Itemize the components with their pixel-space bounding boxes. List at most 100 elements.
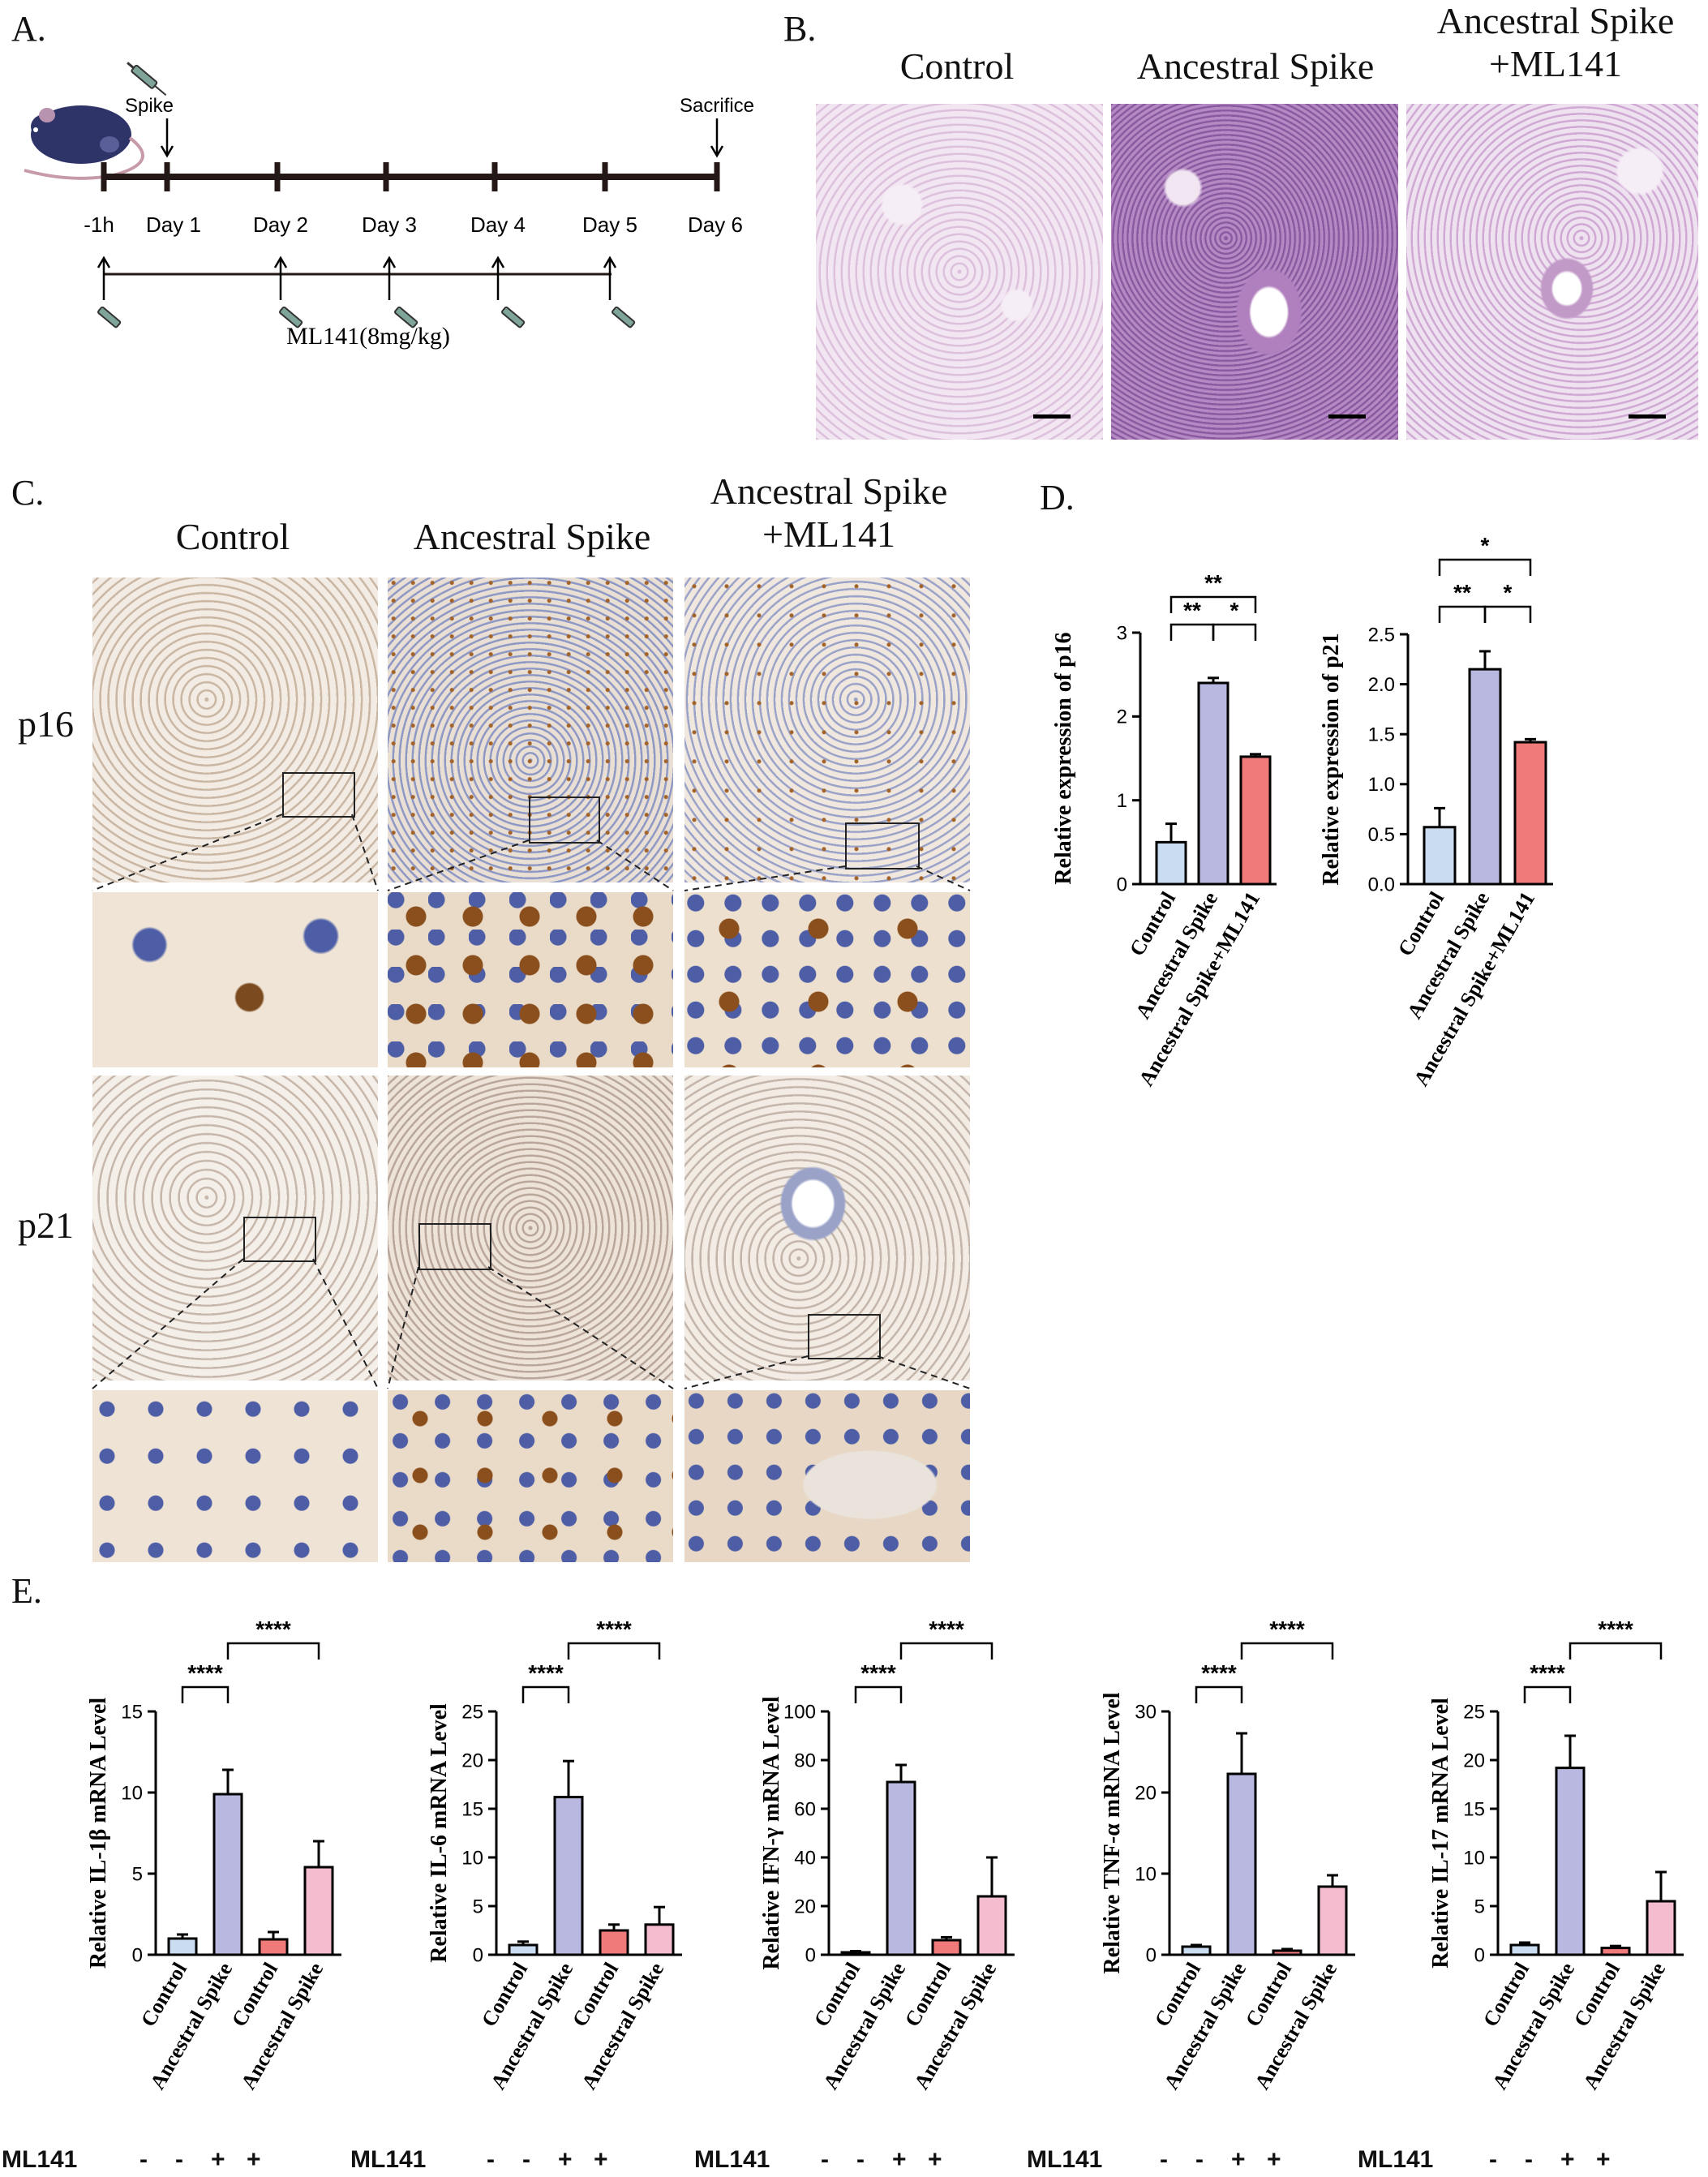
significance-label: ****: [255, 1617, 291, 1642]
significance-bracket: [1169, 623, 1215, 641]
y-tick-label: 2.0: [1368, 674, 1395, 696]
significance-label: **: [1204, 570, 1222, 595]
y-axis-label: Relative IL-1β mRNA Level: [86, 1698, 111, 1969]
y-tick-label: 25: [461, 1701, 483, 1723]
day-label: Day 5: [582, 213, 637, 237]
y-tick-label: 80: [794, 1750, 816, 1771]
y-tick-label: 1.5: [1368, 724, 1395, 746]
scale-bar: [1033, 414, 1071, 419]
sacrifice-label: Sacrifice: [680, 95, 754, 117]
bar: [1226, 1772, 1257, 1956]
ihc-zoom-p21-spike: [388, 1390, 673, 1562]
y-axis-label: Relative TNF-α mRNA Level: [1100, 1692, 1125, 1973]
y-tick-label: 1: [1117, 790, 1127, 812]
significance-bracket: [1240, 1642, 1334, 1660]
significance-bracket: [1195, 1685, 1243, 1703]
syringe-icon: [501, 306, 526, 328]
ml141-sign: -: [487, 2146, 495, 2173]
ml141-row-label: ML141: [1358, 2146, 1434, 2173]
syringe-icon: [279, 306, 303, 328]
bar: [1468, 668, 1502, 886]
ml141-sign: +: [928, 2146, 942, 2173]
panel-label-a: A.: [11, 9, 46, 49]
y-tick-label: 0: [1117, 874, 1127, 895]
day-label: Day 4: [470, 213, 526, 237]
scale-bar: [1328, 414, 1366, 419]
bar: [1555, 1767, 1586, 1956]
bar: [1600, 1947, 1631, 1956]
significance-bracket: [567, 1642, 661, 1660]
bar: [599, 1929, 629, 1956]
bar: [644, 1923, 675, 1956]
syringe-icon: [127, 62, 167, 97]
y-tick-label: 1.0: [1368, 774, 1395, 796]
column-title: Control: [175, 516, 290, 557]
ihc-zoom-p16-spike: [388, 892, 673, 1067]
ml141-sign: +: [1267, 2146, 1281, 2173]
y-tick-label: 0: [1474, 1944, 1485, 1966]
inset-box: [808, 1314, 881, 1359]
inset-box: [418, 1223, 491, 1270]
y-tick-label: 5: [1474, 1896, 1485, 1917]
y-tick-label: 0: [1146, 1944, 1157, 1966]
significance-label: ****: [528, 1660, 564, 1685]
significance-bracket: [1438, 558, 1532, 576]
y-tick-label: 0.5: [1368, 824, 1395, 846]
syringe-icon: [394, 306, 418, 328]
ml141-sign: -: [856, 2146, 865, 2173]
ml141-sign: -: [821, 2146, 829, 2173]
inset-box: [845, 822, 920, 870]
y-axis-label: Relative IL-17 mRNA Level: [1428, 1698, 1453, 1969]
ml141-sign: +: [892, 2146, 907, 2173]
he-image-control: [816, 104, 1103, 440]
column-title: Ancestral Spike +ML141: [1436, 0, 1675, 84]
ihc-zoom-p16-spike-ml141: [684, 892, 970, 1067]
y-tick-label: 25: [1463, 1701, 1485, 1723]
panel-label-d: D.: [1040, 478, 1075, 517]
bar: [303, 1866, 334, 1956]
ml141-sign: -: [175, 2146, 183, 2173]
syringe-icon: [97, 306, 122, 328]
y-tick-label: 60: [794, 1798, 816, 1820]
ml141-row-label: ML141: [350, 2146, 427, 2173]
y-tick-label: 100: [783, 1701, 816, 1723]
significance-bracket: [181, 1685, 230, 1703]
ml141-row-label: ML141: [1027, 2146, 1103, 2173]
significance-bracket: [1523, 1685, 1572, 1703]
y-axis-label: Relative IFN-γ mRNA Level: [759, 1696, 784, 1970]
y-tick-label: 5: [473, 1896, 483, 1917]
day-label: Day 2: [253, 213, 308, 237]
panel-label-c: C.: [11, 473, 45, 513]
y-tick-label: 10: [1463, 1847, 1485, 1869]
ml141-sign: -: [1160, 2146, 1168, 2173]
significance-bracket: [1569, 1642, 1663, 1660]
y-tick-label: 15: [461, 1798, 483, 1820]
ihc-zoom-p21-control: [92, 1390, 378, 1562]
significance-label: *: [1481, 533, 1490, 558]
y-tick-label: 15: [1463, 1798, 1485, 1820]
significance-label: ****: [1530, 1660, 1565, 1685]
day-label: -1h: [84, 213, 114, 237]
bar: [931, 1939, 962, 1956]
bar: [1513, 741, 1547, 886]
y-tick-label: 10: [121, 1782, 143, 1804]
ml141-sign: -: [139, 2146, 148, 2173]
he-image-spike: [1111, 104, 1398, 440]
row-label-p16: p16: [18, 703, 74, 745]
inset-box: [282, 772, 355, 818]
y-tick-label: 2: [1117, 706, 1127, 728]
ihc-zoom-p16-control: [92, 892, 378, 1067]
spike-label: Spike: [125, 95, 174, 117]
significance-label: **: [1183, 598, 1201, 623]
ml141-row-label: ML141: [694, 2146, 770, 2173]
bar: [1272, 1949, 1302, 1956]
panel-label-e: E.: [11, 1571, 42, 1611]
significance-bracket: [1483, 605, 1532, 623]
bar: [840, 1951, 871, 1956]
y-tick-label: 3: [1117, 622, 1127, 644]
